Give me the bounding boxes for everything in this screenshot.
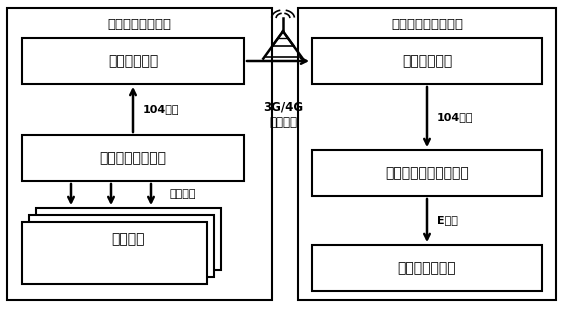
Text: E文件: E文件: [436, 215, 457, 226]
Bar: [298, 8, 556, 300]
Text: 加密认证装置: 加密认证装置: [108, 54, 158, 68]
Bar: [22, 222, 207, 284]
Text: 3G/4G
公用网络: 3G/4G 公用网络: [263, 101, 303, 129]
Bar: [22, 38, 244, 84]
Text: 集中采集存储模块: 集中采集存储模块: [100, 151, 167, 165]
Text: 104规约: 104规约: [143, 104, 179, 115]
Bar: [29, 215, 214, 277]
Text: 加密认证装置: 加密认证装置: [402, 54, 452, 68]
Text: 安全区前置采集服务器: 安全区前置采集服务器: [385, 166, 469, 180]
Bar: [312, 245, 542, 291]
Text: 电力调控中心主站侧: 电力调控中心主站侧: [391, 18, 463, 31]
Text: 可再生能源电厂侧: 可再生能源电厂侧: [108, 18, 172, 31]
Bar: [7, 8, 272, 300]
Bar: [312, 150, 542, 196]
Bar: [36, 208, 221, 270]
Text: 电力调度数据网: 电力调度数据网: [397, 261, 457, 275]
Bar: [312, 38, 542, 84]
Text: 104规约: 104规约: [437, 112, 473, 122]
Text: 串口通信: 串口通信: [170, 189, 196, 200]
Bar: [22, 135, 244, 181]
Text: 采集终端: 采集终端: [111, 232, 145, 246]
